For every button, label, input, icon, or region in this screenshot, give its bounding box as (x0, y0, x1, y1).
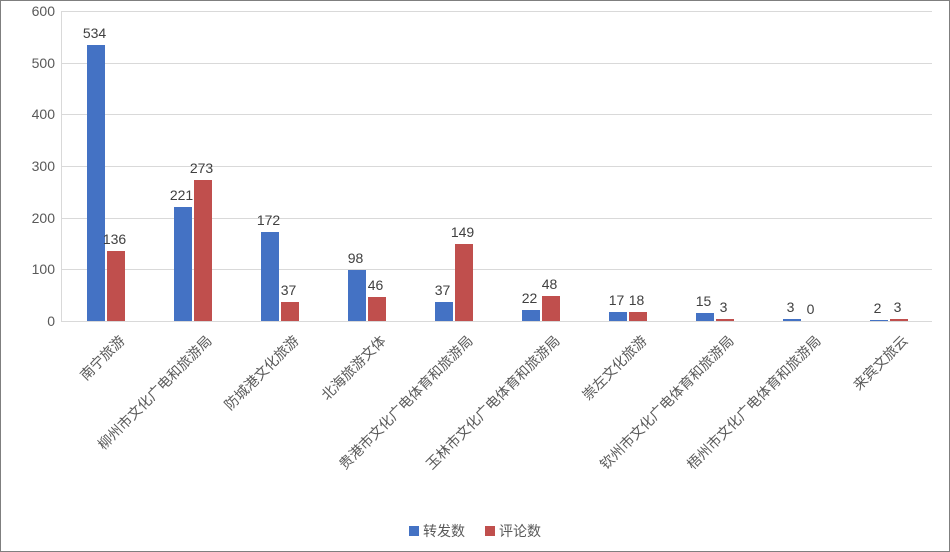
gridline (62, 269, 932, 270)
value-label: 15 (696, 293, 712, 309)
bar-comments (542, 296, 560, 321)
value-label: 149 (451, 224, 474, 240)
chart-container: 转发数 评论数 0 100 200 300 400 500 600 534 136 南宁旅游 221 2… (0, 0, 950, 552)
bar-shares (870, 320, 888, 321)
value-label: 3 (720, 299, 728, 315)
legend-swatch (409, 526, 419, 536)
gridline (62, 63, 932, 64)
bar-comments (455, 244, 473, 321)
bar-shares (435, 302, 453, 321)
x-category-label: 北海旅游文体 (234, 331, 390, 487)
value-label: 534 (83, 25, 106, 41)
value-label: 98 (348, 250, 364, 266)
y-tick-label: 0 (5, 313, 55, 329)
y-tick-label: 100 (5, 261, 55, 277)
y-tick-label: 500 (5, 55, 55, 71)
x-category-label: 钦州市文化广电体育和旅游局 (582, 331, 738, 487)
value-label: 273 (190, 160, 213, 176)
y-tick-label: 400 (5, 106, 55, 122)
y-tick-label: 600 (5, 3, 55, 19)
bar-shares (783, 319, 801, 321)
legend: 转发数 评论数 (409, 521, 541, 541)
legend-swatch (485, 526, 495, 536)
value-label: 0 (807, 301, 815, 317)
legend-label: 评论数 (499, 521, 541, 541)
y-tick-label: 300 (5, 158, 55, 174)
value-label: 37 (435, 282, 451, 298)
value-label: 3 (787, 299, 795, 315)
value-label: 22 (522, 290, 538, 306)
bar-shares (609, 312, 627, 321)
bar-comments (194, 180, 212, 321)
value-label: 172 (257, 212, 280, 228)
bar-comments (716, 319, 734, 321)
bar-comments (281, 302, 299, 321)
value-label: 221 (170, 187, 193, 203)
y-tick-label: 200 (5, 210, 55, 226)
bar-comments (890, 319, 908, 321)
bar-shares (522, 310, 540, 321)
bar-shares (261, 232, 279, 321)
x-category-label: 贵港市文化广电体育和旅游局 (321, 331, 477, 487)
bar-comments (629, 312, 647, 321)
gridline (62, 218, 932, 219)
value-label: 37 (281, 282, 297, 298)
bar-shares (87, 45, 105, 321)
value-label: 3 (894, 299, 902, 315)
x-category-label: 柳州市文化广电和旅游局 (60, 331, 216, 487)
bar-shares (696, 313, 714, 321)
value-label: 48 (542, 276, 558, 292)
x-category-label: 来宾文旅云 (756, 331, 912, 487)
x-category-label: 崇左文化旅游 (495, 331, 651, 487)
bar-comments (368, 297, 386, 321)
legend-item: 评论数 (485, 521, 541, 541)
value-label: 136 (103, 231, 126, 247)
x-category-label: 梧州市文化广电体育和旅游局 (669, 331, 825, 487)
value-label: 46 (368, 277, 384, 293)
x-category-label: 防城港文化旅游 (147, 331, 303, 487)
value-label: 2 (874, 300, 882, 316)
bar-shares (348, 270, 366, 321)
value-label: 18 (629, 292, 645, 308)
value-label: 17 (609, 292, 625, 308)
gridline (62, 114, 932, 115)
bar-comments (107, 251, 125, 321)
x-category-label: 玉林市文化广电体育和旅游局 (408, 331, 564, 487)
gridline (62, 11, 932, 12)
legend-item: 转发数 (409, 521, 465, 541)
bar-shares (174, 207, 192, 321)
x-category-label: 南宁旅游 (0, 331, 129, 487)
legend-label: 转发数 (423, 521, 465, 541)
